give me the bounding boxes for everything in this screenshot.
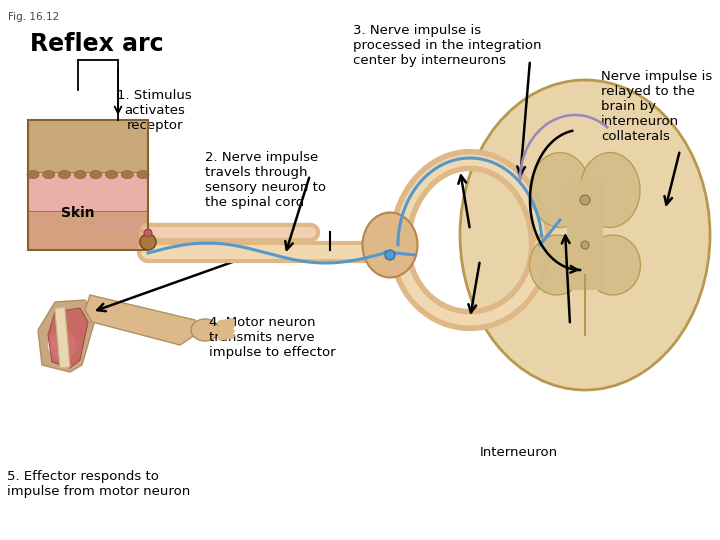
Polygon shape bbox=[85, 295, 195, 345]
Text: Reflex arc: Reflex arc bbox=[30, 32, 163, 56]
Circle shape bbox=[385, 250, 395, 260]
Circle shape bbox=[144, 229, 152, 237]
Bar bbox=[28, 120, 148, 174]
Circle shape bbox=[580, 195, 590, 205]
Text: Nerve impulse is
relayed to the
brain by
interneuron
collaterals: Nerve impulse is relayed to the brain by… bbox=[601, 70, 713, 143]
Text: 3. Nerve impulse is
processed in the integration
center by interneurons: 3. Nerve impulse is processed in the int… bbox=[353, 24, 541, 68]
Ellipse shape bbox=[90, 171, 102, 179]
Circle shape bbox=[140, 234, 156, 250]
Ellipse shape bbox=[460, 80, 710, 390]
Ellipse shape bbox=[580, 152, 640, 227]
Ellipse shape bbox=[585, 235, 641, 295]
Text: Fig. 16.12: Fig. 16.12 bbox=[8, 12, 59, 22]
Ellipse shape bbox=[191, 319, 219, 341]
Polygon shape bbox=[38, 300, 95, 372]
Ellipse shape bbox=[362, 213, 418, 278]
Ellipse shape bbox=[47, 330, 77, 360]
Ellipse shape bbox=[137, 171, 149, 179]
Ellipse shape bbox=[106, 171, 117, 179]
Circle shape bbox=[581, 241, 589, 249]
Bar bbox=[28, 172, 148, 214]
Ellipse shape bbox=[121, 171, 133, 179]
Bar bbox=[55, 307, 70, 368]
Bar bbox=[28, 120, 148, 250]
Ellipse shape bbox=[74, 171, 86, 179]
Ellipse shape bbox=[529, 235, 585, 295]
Text: 2. Nerve impulse
travels through
sensory neuron to
the spinal cord: 2. Nerve impulse travels through sensory… bbox=[205, 151, 326, 209]
Bar bbox=[567, 180, 603, 290]
Ellipse shape bbox=[530, 152, 590, 227]
Ellipse shape bbox=[27, 171, 39, 179]
Text: 1. Stimulus
activates
receptor: 1. Stimulus activates receptor bbox=[117, 89, 192, 132]
Ellipse shape bbox=[42, 171, 55, 179]
Text: 4. Motor neuron
transmits nerve
impulse to effector: 4. Motor neuron transmits nerve impulse … bbox=[209, 316, 336, 359]
Text: 5. Effector responds to
impulse from motor neuron: 5. Effector responds to impulse from mot… bbox=[7, 470, 191, 498]
Text: Interneuron: Interneuron bbox=[480, 446, 557, 458]
Bar bbox=[28, 211, 148, 250]
Ellipse shape bbox=[58, 171, 71, 179]
Polygon shape bbox=[48, 308, 88, 368]
Text: Skin: Skin bbox=[61, 206, 95, 220]
